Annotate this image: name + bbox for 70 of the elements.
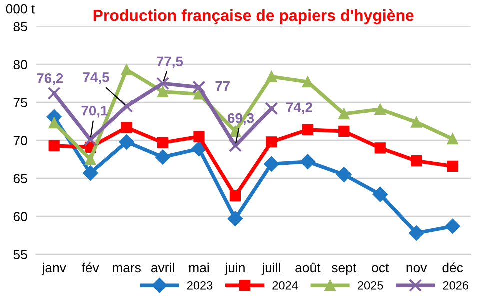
point xyxy=(266,71,278,82)
point xyxy=(48,86,61,100)
point xyxy=(302,76,314,88)
point xyxy=(445,218,460,234)
y-tick-label: 55 xyxy=(14,250,28,260)
x-tick-label: août xyxy=(296,262,321,273)
legend-label: 2023 xyxy=(187,281,213,290)
point xyxy=(48,118,60,129)
chart-title: Production française de papiers d'hygiène xyxy=(94,9,414,24)
legend-label: 2025 xyxy=(358,281,384,290)
point xyxy=(447,134,458,145)
point xyxy=(266,136,278,148)
point xyxy=(374,104,386,116)
data-label: 76,2 xyxy=(37,74,64,86)
point xyxy=(338,108,350,120)
point xyxy=(84,133,98,146)
point xyxy=(121,64,132,76)
y-tick-label: 70 xyxy=(14,136,28,146)
y-tick-label: 65 xyxy=(14,174,28,184)
point xyxy=(192,80,206,94)
point xyxy=(85,154,96,166)
point xyxy=(447,160,458,172)
point xyxy=(48,140,60,152)
x-tick-label: mars xyxy=(113,265,141,273)
x-tick-label: juin xyxy=(224,262,245,276)
x-tick-label: oct xyxy=(372,264,390,273)
point xyxy=(372,186,388,202)
point xyxy=(156,77,170,90)
point xyxy=(228,211,244,226)
x-tick-label: avril xyxy=(151,262,174,273)
point xyxy=(121,122,132,134)
point xyxy=(120,100,134,113)
data-label: 74,5 xyxy=(83,72,110,84)
y-tick-label: 60 xyxy=(14,212,28,222)
x-tick-label: déc xyxy=(442,262,464,273)
y-axis-title: 000 t xyxy=(6,4,36,14)
point xyxy=(157,86,169,98)
y-tick-label: 80 xyxy=(14,60,28,70)
point xyxy=(194,131,205,142)
point xyxy=(336,167,352,182)
point xyxy=(157,137,169,148)
point xyxy=(302,124,314,136)
point xyxy=(230,190,242,202)
x-tick-label: janv xyxy=(42,262,66,276)
x-tick-label: juill xyxy=(262,262,280,276)
point xyxy=(228,139,242,152)
y-tick-label: 75 xyxy=(14,98,28,108)
point xyxy=(119,134,134,150)
point xyxy=(82,166,98,181)
legend-label: 2024 xyxy=(272,281,298,290)
point xyxy=(265,102,278,116)
data-label: 74,2 xyxy=(286,102,312,114)
x-tick-label: nov xyxy=(406,265,428,273)
point xyxy=(409,226,424,241)
x-tick-label: mai xyxy=(189,262,209,273)
point xyxy=(411,156,422,167)
point xyxy=(155,150,171,165)
point xyxy=(374,142,386,154)
y-tick-label: 85 xyxy=(14,22,28,32)
data-label: 77,5 xyxy=(157,56,184,69)
point xyxy=(300,154,316,170)
data-label: 70,1 xyxy=(82,106,108,118)
point xyxy=(411,116,422,128)
legend-label: 2026 xyxy=(443,281,468,290)
point xyxy=(264,156,280,172)
point xyxy=(338,126,350,138)
point xyxy=(192,141,207,157)
x-tick-label: fév xyxy=(82,262,100,273)
data-label: 77 xyxy=(216,81,230,92)
x-tick-label: sept xyxy=(332,264,357,276)
